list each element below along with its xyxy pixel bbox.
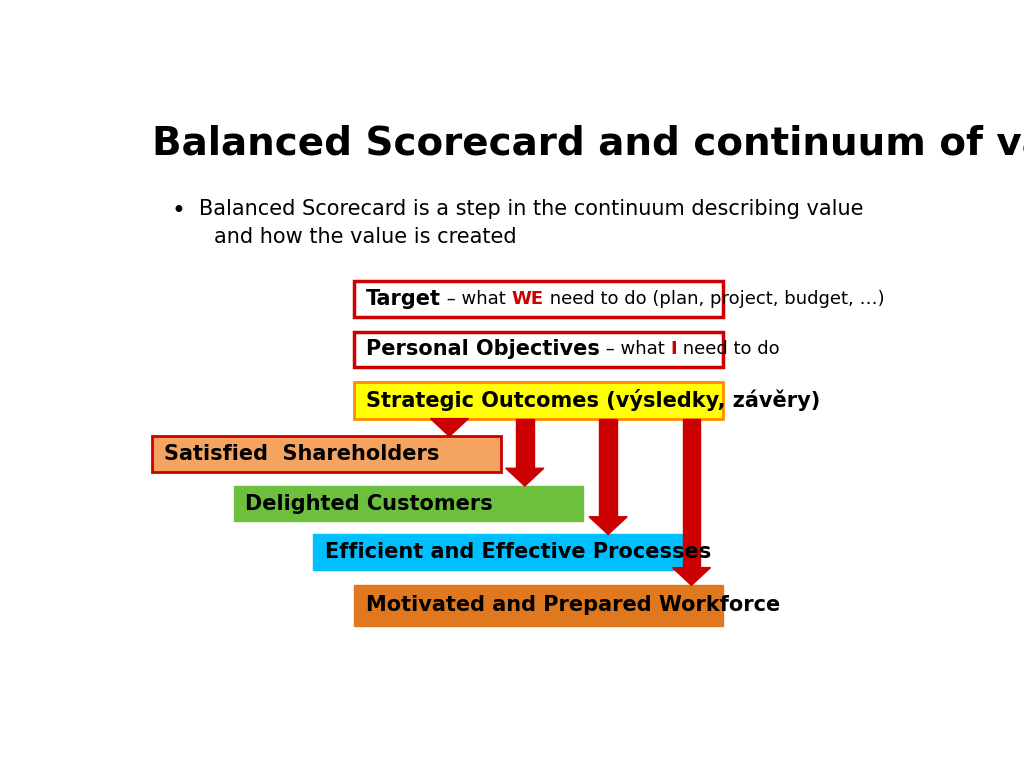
Bar bbox=[599, 419, 616, 517]
Text: need to do: need to do bbox=[677, 340, 779, 359]
Text: •: • bbox=[172, 199, 185, 223]
Text: Efficient and Effective Processes: Efficient and Effective Processes bbox=[325, 542, 711, 562]
FancyBboxPatch shape bbox=[354, 332, 723, 367]
FancyBboxPatch shape bbox=[354, 382, 723, 419]
Text: – what: – what bbox=[600, 340, 671, 359]
Bar bbox=[683, 419, 700, 568]
Text: Balanced Scorecard and continuum of value (2nd part): Balanced Scorecard and continuum of valu… bbox=[152, 124, 1024, 163]
Text: WE: WE bbox=[512, 290, 544, 308]
Bar bbox=[516, 419, 534, 468]
Text: and how the value is created: and how the value is created bbox=[214, 227, 516, 247]
Text: Motivated and Prepared Workforce: Motivated and Prepared Workforce bbox=[367, 595, 780, 615]
Text: Delighted Customers: Delighted Customers bbox=[246, 494, 494, 514]
Text: need to do (plan, project, budget, …): need to do (plan, project, budget, …) bbox=[544, 290, 885, 308]
Text: Personal Objectives: Personal Objectives bbox=[367, 339, 600, 359]
Text: Balanced Scorecard is a step in the continuum describing value: Balanced Scorecard is a step in the cont… bbox=[200, 199, 864, 219]
FancyBboxPatch shape bbox=[152, 436, 501, 472]
Polygon shape bbox=[506, 468, 544, 486]
Polygon shape bbox=[430, 419, 468, 436]
Text: – what: – what bbox=[441, 290, 512, 308]
Text: Satisfied  Shareholders: Satisfied Shareholders bbox=[164, 444, 439, 464]
FancyBboxPatch shape bbox=[354, 281, 723, 317]
FancyBboxPatch shape bbox=[354, 585, 723, 626]
FancyBboxPatch shape bbox=[313, 535, 682, 570]
FancyBboxPatch shape bbox=[233, 486, 583, 521]
Polygon shape bbox=[589, 517, 627, 535]
Polygon shape bbox=[673, 568, 711, 585]
Text: Target: Target bbox=[367, 289, 441, 310]
Text: Strategic Outcomes (výsledky, závěry): Strategic Outcomes (výsledky, závěry) bbox=[367, 389, 820, 411]
Text: I: I bbox=[671, 340, 677, 359]
